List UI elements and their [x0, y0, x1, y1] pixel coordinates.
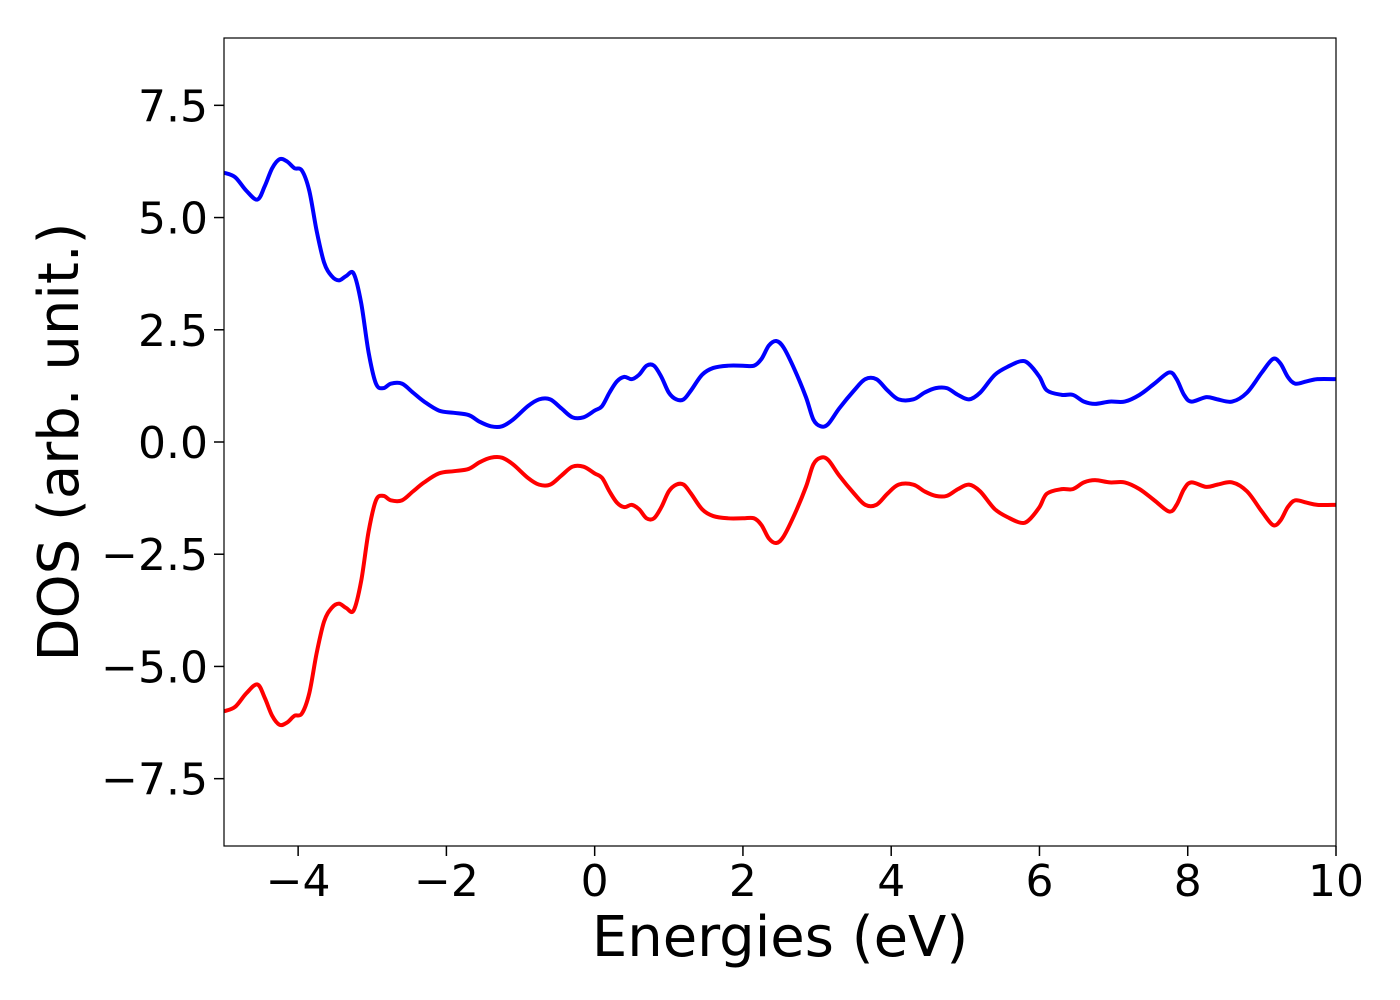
x-tick-label: 0	[581, 856, 609, 907]
y-tick-label: 0.0	[138, 418, 208, 469]
y-tick-label: −5.0	[101, 642, 208, 693]
plot-frame	[223, 37, 1337, 847]
x-tick-label: 4	[877, 856, 905, 907]
x-tick-label: −2	[414, 856, 479, 907]
y-axis-ticks: 7.5 5.0 2.5 0.0 −2.5 −5.0 −7.5	[101, 81, 224, 806]
series-layer	[224, 156, 1336, 728]
y-axis-label: DOS (arb. unit.)	[27, 222, 92, 661]
y-tick-label: 7.5	[138, 81, 208, 132]
x-tick-label: 2	[729, 856, 757, 907]
x-tick-label: 8	[1174, 856, 1202, 907]
y-tick-label: −2.5	[101, 530, 208, 581]
x-tick-label: 6	[1025, 856, 1053, 907]
x-tick-label: −4	[266, 856, 331, 907]
series-line-red	[224, 455, 1336, 728]
series-line-blue	[224, 156, 1336, 429]
x-axis-ticks: −4 −2 0 2 4 6 8 10	[266, 846, 1364, 907]
y-tick-label: 5.0	[138, 194, 208, 245]
y-tick-label: −7.5	[101, 755, 208, 806]
x-tick-label: 10	[1308, 856, 1364, 907]
x-axis-label: Energies (eV)	[592, 905, 968, 970]
y-tick-label: 2.5	[138, 306, 208, 357]
